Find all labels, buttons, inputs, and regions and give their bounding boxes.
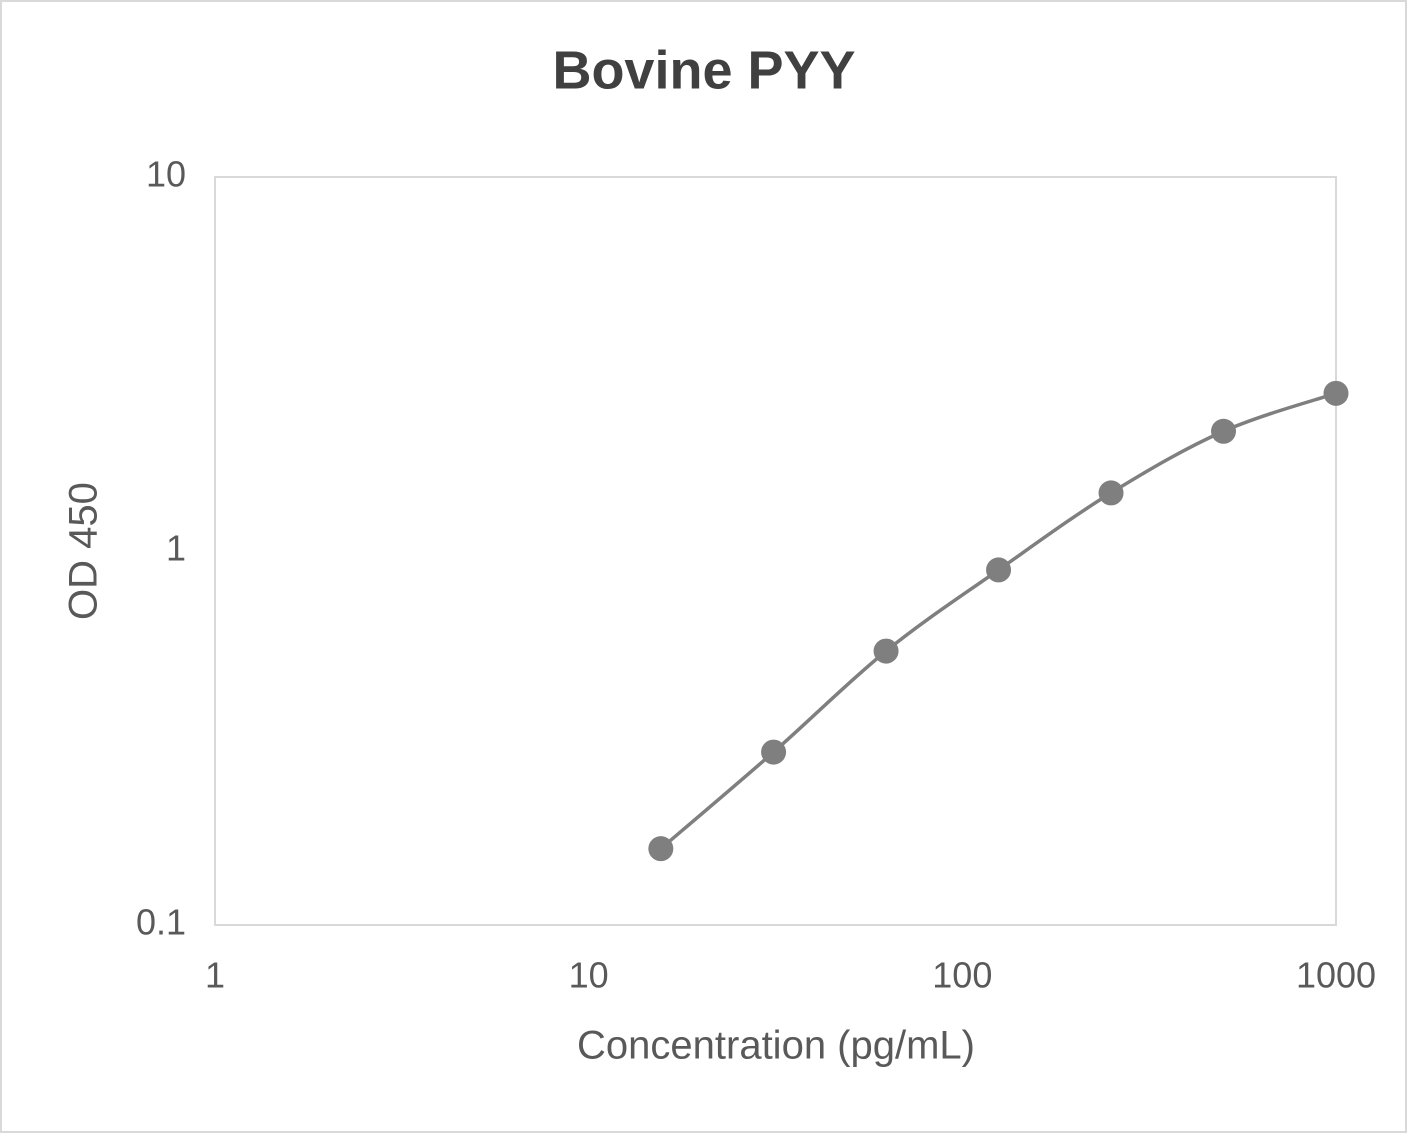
x-axis-label: Concentration (pg/mL) bbox=[577, 1024, 975, 1068]
y-tick-label: 0.1 bbox=[136, 902, 186, 943]
data-point bbox=[986, 557, 1012, 583]
data-point bbox=[873, 638, 899, 664]
data-point bbox=[1211, 418, 1237, 444]
data-point bbox=[761, 739, 787, 765]
data-point bbox=[1323, 380, 1349, 406]
x-tick-label: 1000 bbox=[1296, 955, 1376, 996]
x-tick-label: 1 bbox=[205, 955, 225, 996]
chart-title: Bovine PYY bbox=[552, 40, 855, 100]
data-point bbox=[648, 836, 674, 862]
data-point bbox=[1098, 480, 1124, 506]
plot-area bbox=[214, 176, 1337, 926]
y-tick-label: 10 bbox=[146, 154, 186, 195]
y-axis-label: OD 450 bbox=[62, 482, 106, 620]
y-tick-label: 1 bbox=[166, 528, 186, 569]
x-tick-label: 10 bbox=[569, 955, 609, 996]
x-tick-label: 100 bbox=[932, 955, 992, 996]
